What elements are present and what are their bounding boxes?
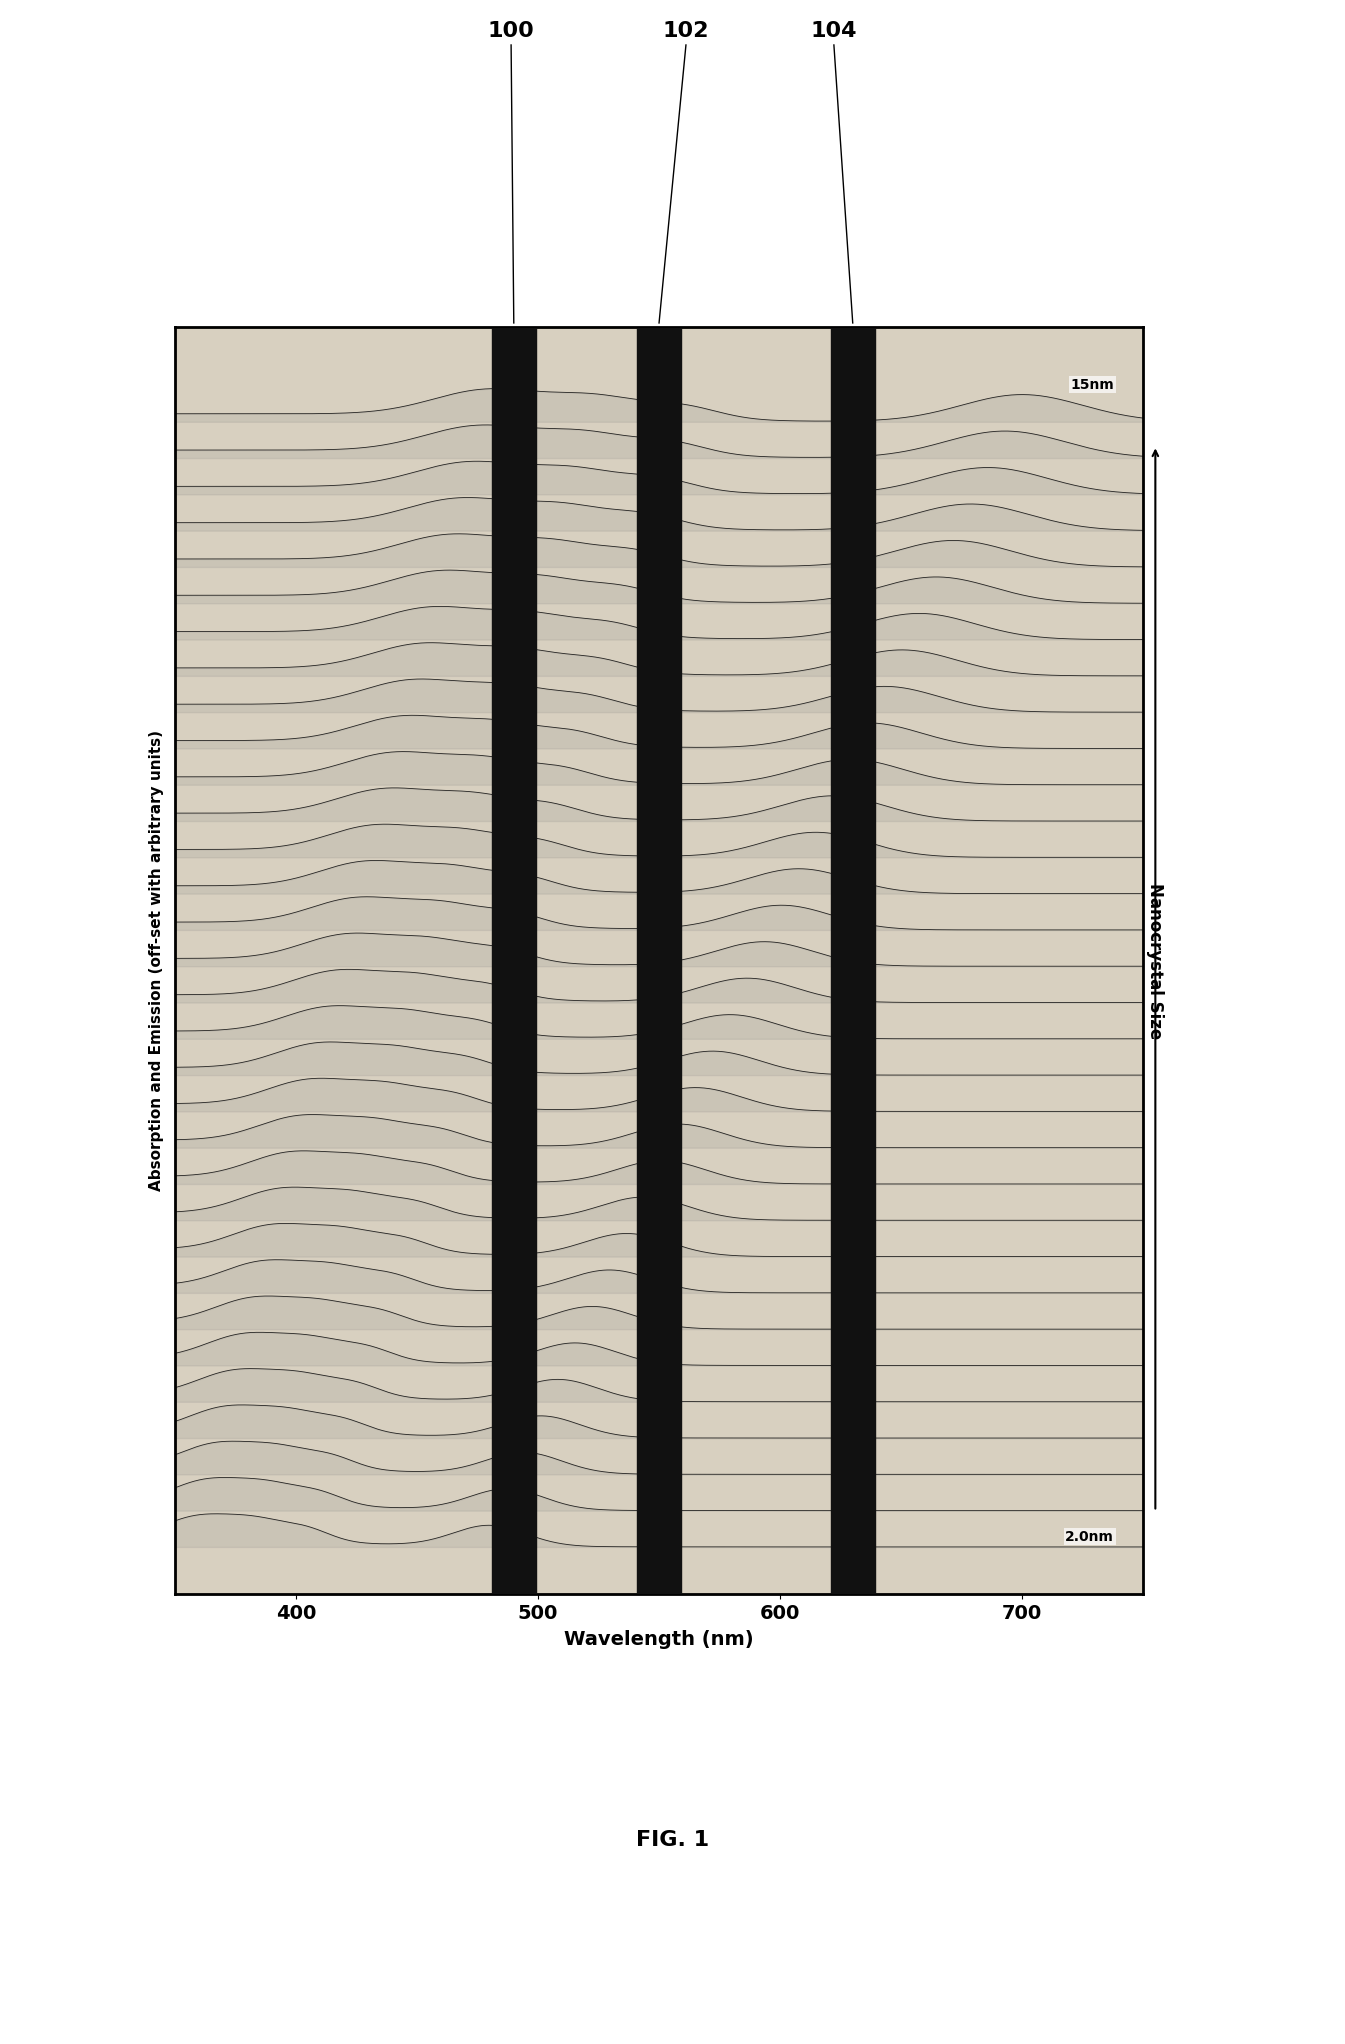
X-axis label: Wavelength (nm): Wavelength (nm) — [565, 1629, 753, 1650]
Bar — [638, 327, 681, 1594]
Bar — [492, 327, 535, 1594]
Text: 102: 102 — [663, 20, 709, 41]
Text: 15nm: 15nm — [1071, 378, 1114, 392]
Text: 100: 100 — [488, 20, 534, 41]
Text: FIG. 1: FIG. 1 — [636, 1829, 709, 1850]
Bar — [831, 327, 874, 1594]
Text: 104: 104 — [811, 20, 857, 41]
Text: 2.0nm: 2.0nm — [1065, 1529, 1114, 1543]
Y-axis label: Nanocrystal Size: Nanocrystal Size — [1146, 883, 1163, 1038]
Y-axis label: Absorption and Emission (off-set with arbitrary units): Absorption and Emission (off-set with ar… — [149, 730, 164, 1192]
